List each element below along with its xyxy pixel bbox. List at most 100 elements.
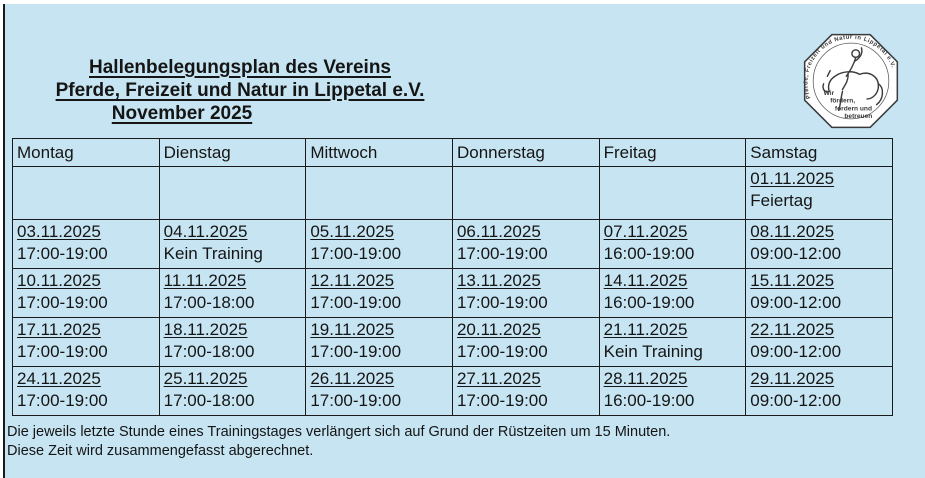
schedule-cell: [158, 166, 307, 220]
cell-date: 03.11.2025: [17, 222, 101, 241]
cell-note: 17:00-19:00: [456, 293, 548, 312]
schedule-cell: 03.11.2025 17:00-19:00: [12, 219, 160, 269]
cell-date: 26.11.2025: [310, 369, 395, 388]
cell-date: 29.11.2025: [750, 369, 835, 388]
cell-date: 01.11.2025: [750, 169, 835, 188]
cell-note: 16:00-19:00: [603, 293, 695, 312]
cell-date: 15.11.2025: [750, 271, 835, 290]
cell-note: 17:00-19:00: [17, 342, 108, 361]
schedule-cell: 20.11.2025 17:00-19:00: [451, 317, 600, 367]
schedule-cell: 29.11.2025 09:00-12:00: [745, 366, 893, 416]
schedule-table: Montag Dienstag Mittwoch Donnerstag Freitag S…: [12, 138, 893, 416]
table-row: 24.11.2025 17:00-19:00 25.11.2025 17:00-18:…: [12, 366, 893, 416]
table-row: 10.11.2025 17:00-19:00 11.11.2025 17:00-18:…: [12, 268, 893, 318]
schedule-cell: 19.11.2025 17:00-19:00: [305, 317, 453, 367]
schedule-cell: [598, 166, 747, 220]
schedule-cell: 04.11.2025 Kein Training: [158, 219, 307, 269]
schedule-cell: 12.11.2025 17:00-19:00: [305, 268, 453, 318]
cell-note: 16:00-19:00: [603, 244, 695, 263]
cell-date: 08.11.2025: [750, 222, 835, 241]
cell-note: 17:00-19:00: [17, 391, 108, 410]
cell-date: 14.11.2025: [603, 271, 688, 290]
cell-date: 21.11.2025: [603, 320, 688, 339]
cell-note: 17:00-19:00: [456, 244, 548, 263]
cell-note: 17:00-19:00: [17, 293, 108, 312]
schedule-cell: 17.11.2025 17:00-19:00: [12, 317, 160, 367]
schedule-cell: 25.11.2025 17:00-18:00: [158, 366, 307, 416]
schedule-cell: 10.11.2025 17:00-19:00: [12, 268, 160, 318]
cell-date: 06.11.2025: [456, 222, 541, 241]
schedule-cell: 15.11.2025 09:00-12:00: [745, 268, 893, 318]
schedule-cell: [305, 166, 453, 220]
schedule-cell: 18.11.2025 17:00-18:00: [158, 317, 307, 367]
cell-date: 07.11.2025: [603, 222, 688, 241]
schedule-cell: 06.11.2025 17:00-19:00: [451, 219, 600, 269]
cell-date: 19.11.2025: [310, 320, 395, 339]
cell-note: Kein Training: [603, 342, 703, 361]
title-line-1: Hallenbelegungsplan des Vereins: [89, 57, 391, 78]
cell-date: 27.11.2025: [456, 369, 541, 388]
cell-note: 17:00-19:00: [456, 391, 548, 410]
cell-note: 09:00-12:00: [750, 293, 842, 312]
table-row: 01.11.2025 Feiertag: [12, 166, 893, 220]
schedule-cell: 01.11.2025 Feiertag: [745, 166, 893, 220]
footer-line-2: Diese Zeit wird zusammengefasst abgerech…: [7, 443, 314, 459]
cell-date: 24.11.2025: [17, 369, 101, 388]
cell-date: 10.11.2025: [17, 271, 101, 290]
schedule-cell: 27.11.2025 17:00-19:00: [451, 366, 600, 416]
cell-date: 25.11.2025: [163, 369, 248, 388]
document-title: Hallenbelegungsplan des Vereins Pferde, …: [10, 56, 470, 125]
cell-note: 16:00-19:00: [603, 391, 695, 410]
cell-note: 17:00-18:00: [163, 293, 255, 312]
weekday-header: Montag: [12, 138, 160, 167]
schedule-cell: 11.11.2025 17:00-18:00: [158, 268, 307, 318]
schedule-cell: 14.11.2025 16:00-19:00: [598, 268, 747, 318]
weekday-header: Samstag: [745, 138, 893, 167]
cell-note: 17:00-19:00: [310, 391, 402, 410]
cell-date: 28.11.2025: [603, 369, 688, 388]
club-logo-icon: Pferde, Freizeit und Natur in Lippetal e…: [803, 33, 899, 129]
footer-line-1: Die jeweils letzte Stunde eines Training…: [7, 424, 671, 440]
schedule-cell: [12, 166, 160, 220]
cell-note: 09:00-12:00: [750, 391, 842, 410]
weekday-header: Mittwoch: [305, 138, 453, 167]
table-row: 03.11.2025 17:00-19:00 04.11.2025 Kein Trai…: [12, 219, 893, 269]
cell-date: 12.11.2025: [310, 271, 395, 290]
cell-note: 17:00-19:00: [456, 342, 548, 361]
title-line-2: Pferde, Freizeit und Natur in Lippetal e…: [55, 80, 425, 101]
cell-note: 09:00-12:00: [750, 342, 842, 361]
weekday-header: Donnerstag: [451, 138, 600, 167]
cell-note: Kein Training: [163, 244, 263, 263]
title-line-3: November 2025: [111, 103, 253, 124]
schedule-cell: 22.11.2025 09:00-12:00: [745, 317, 893, 367]
cell-date: 13.11.2025: [456, 271, 541, 290]
schedule-table-body: 01.11.2025 Feiertag 03.11.2025 17:00-19:00 0…: [12, 166, 893, 416]
schedule-cell: 24.11.2025 17:00-19:00: [12, 366, 160, 416]
cell-note: 17:00-19:00: [310, 244, 402, 263]
cell-date: 18.11.2025: [163, 320, 248, 339]
cell-note: 17:00-18:00: [163, 342, 255, 361]
schedule-cell: 21.11.2025 Kein Training: [598, 317, 747, 367]
cell-note: 09:00-12:00: [750, 244, 842, 263]
cell-note: 17:00-19:00: [17, 244, 108, 263]
cell-note: 17:00-19:00: [310, 342, 402, 361]
cell-note: Feiertag: [750, 191, 813, 210]
cell-date: 05.11.2025: [310, 222, 395, 241]
schedule-cell: 05.11.2025 17:00-19:00: [305, 219, 453, 269]
schedule-cell: 13.11.2025 17:00-19:00: [451, 268, 600, 318]
cell-note: 17:00-19:00: [310, 293, 402, 312]
cell-date: 17.11.2025: [17, 320, 101, 339]
cell-date: 04.11.2025: [163, 222, 248, 241]
cell-date: 11.11.2025: [163, 271, 247, 290]
schedule-cell: 26.11.2025 17:00-19:00: [305, 366, 453, 416]
schedule-cell: 08.11.2025 09:00-12:00: [745, 219, 893, 269]
weekday-header-row: Montag Dienstag Mittwoch Donnerstag Freitag S…: [12, 138, 893, 167]
weekday-header: Freitag: [598, 138, 747, 167]
cell-note: 17:00-18:00: [163, 391, 255, 410]
document-canvas: Hallenbelegungsplan des Vereins Pferde, …: [3, 4, 925, 478]
schedule-cell: [451, 166, 600, 220]
table-row: 17.11.2025 17:00-19:00 18.11.2025 17:00-18:…: [12, 317, 893, 367]
horse-rider-icon: [822, 47, 884, 112]
weekday-header: Dienstag: [158, 138, 307, 167]
